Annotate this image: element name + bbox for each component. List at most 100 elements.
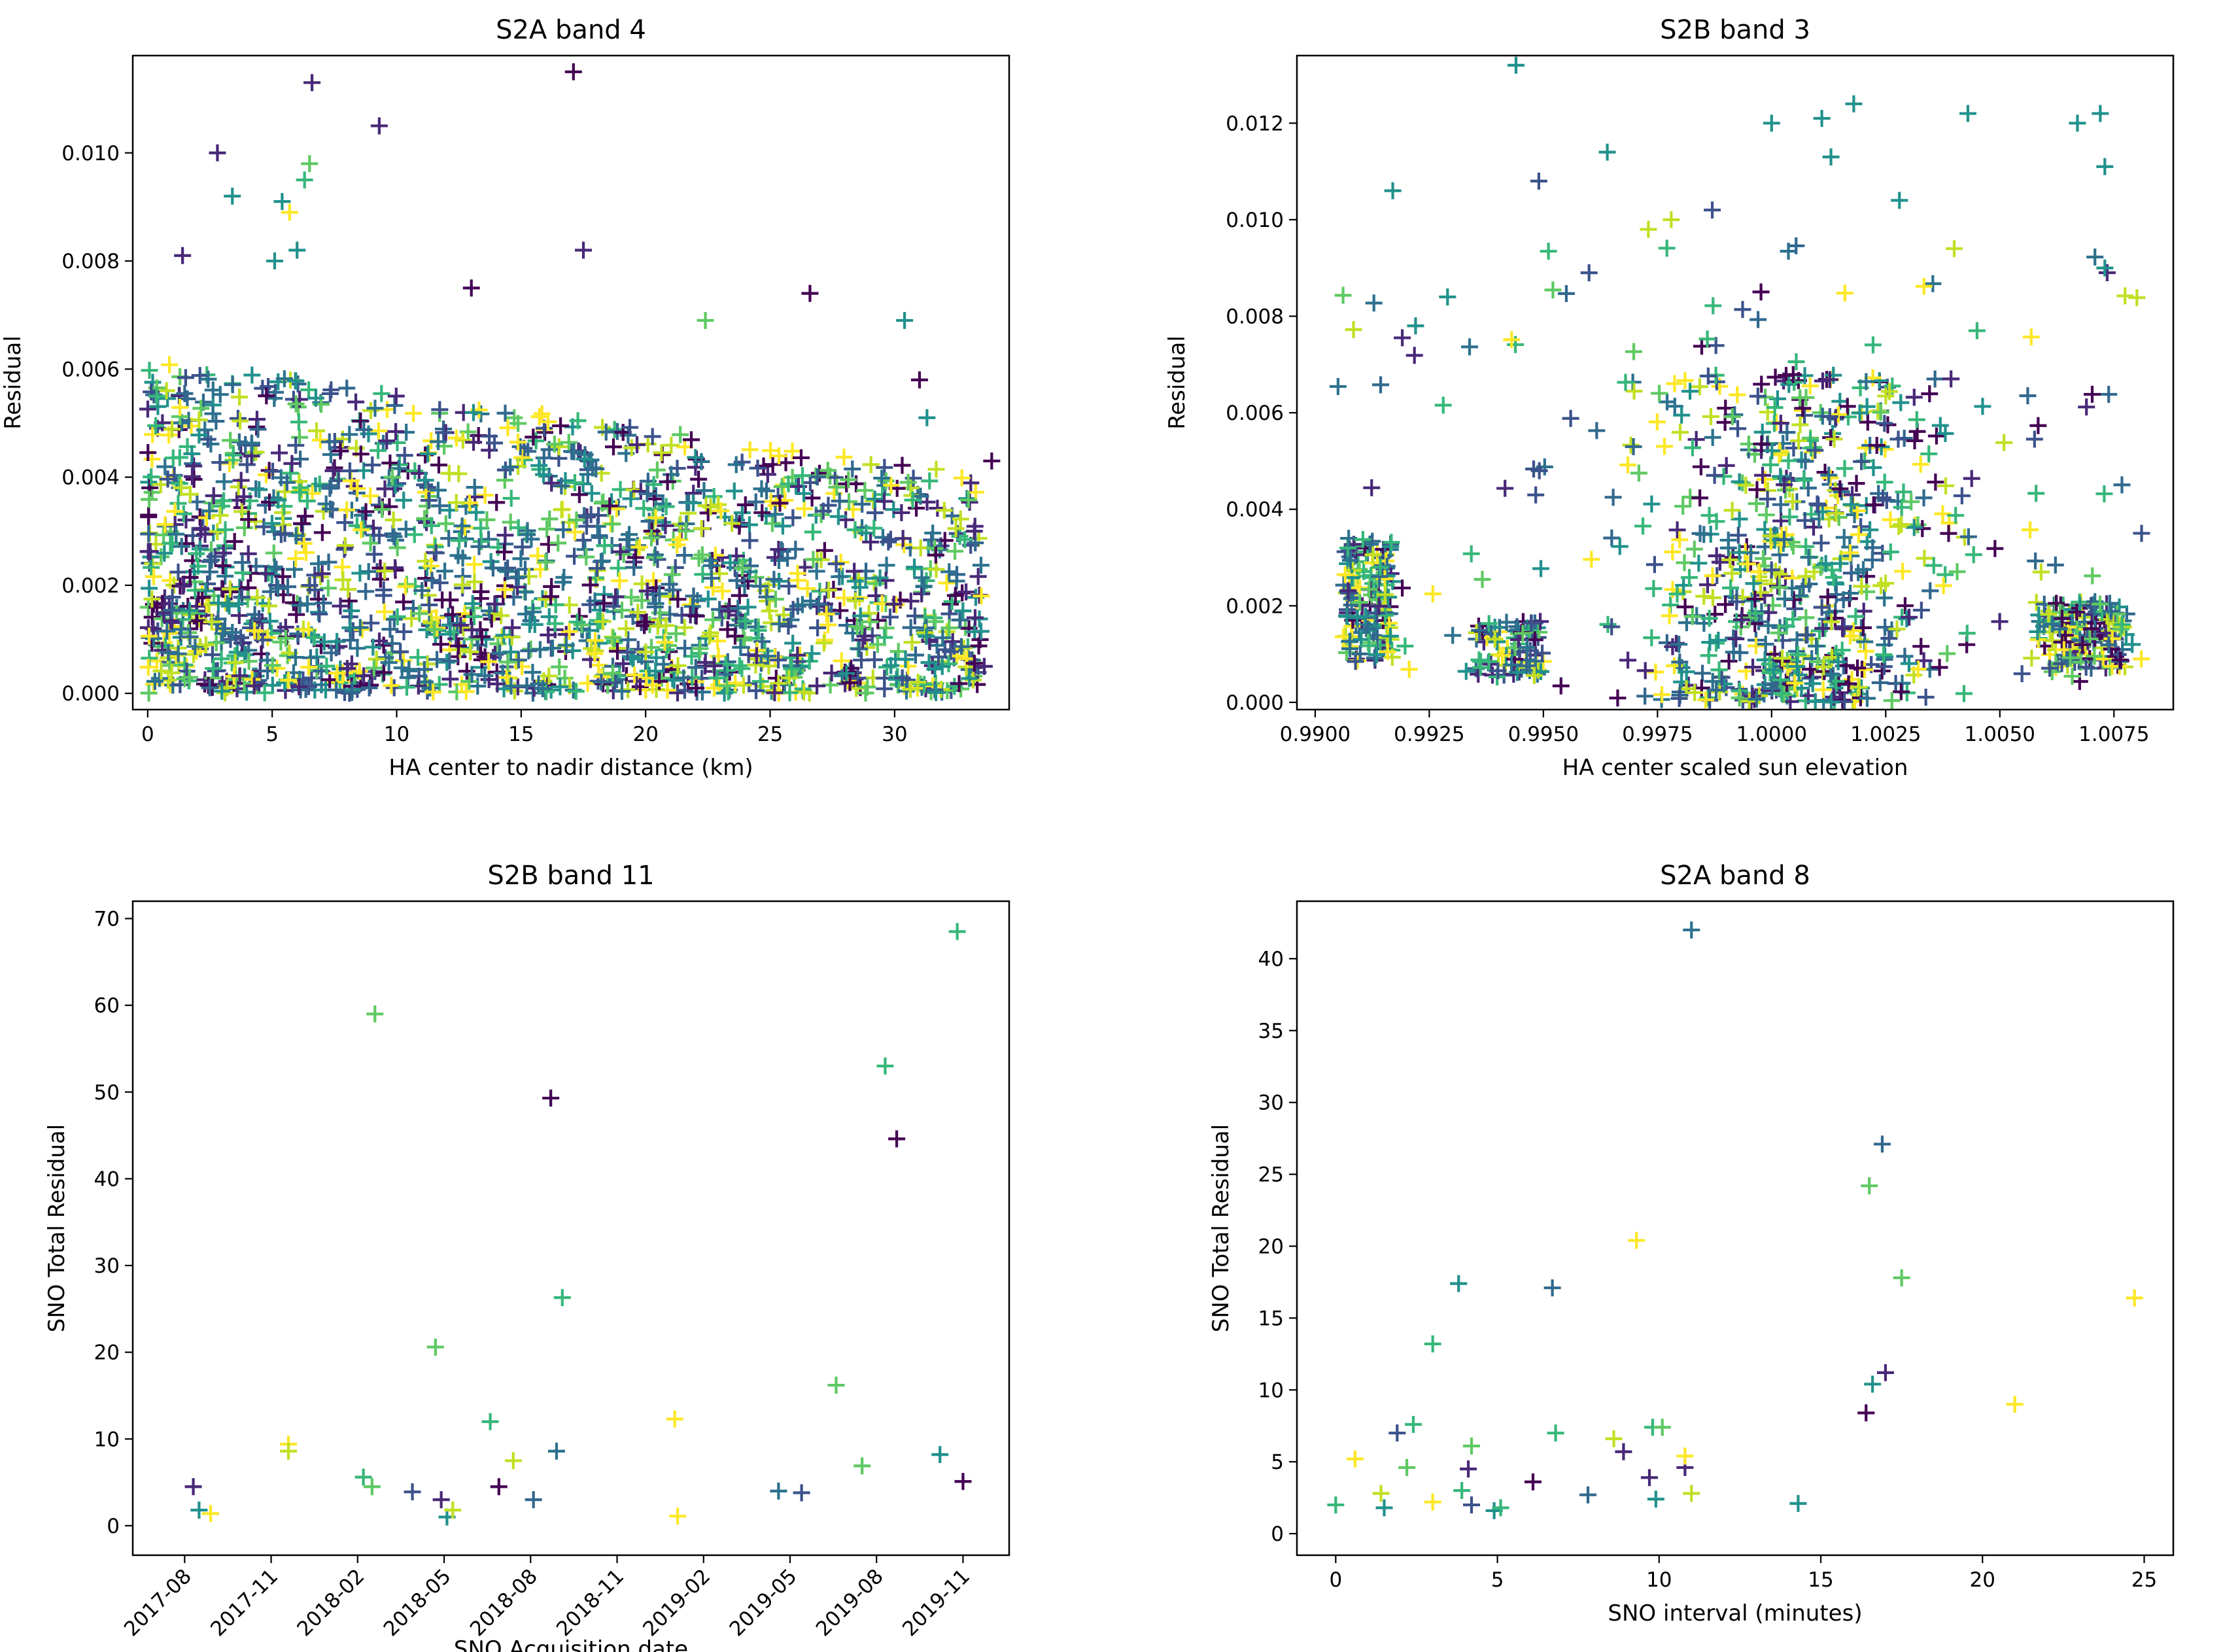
- data-point: [360, 679, 378, 697]
- data-point: [1494, 647, 1511, 664]
- data-point: [844, 460, 861, 478]
- data-point: [1845, 95, 1863, 112]
- data-point: [1937, 566, 1954, 583]
- data-point: [441, 652, 458, 670]
- data-point: [876, 1057, 894, 1075]
- data-point: [750, 621, 767, 639]
- data-point: [780, 669, 798, 687]
- data-point: [1498, 613, 1515, 631]
- data-point: [666, 1410, 683, 1428]
- data-point: [570, 486, 588, 504]
- data-point: [1906, 432, 1923, 449]
- data-point: [206, 547, 224, 565]
- data-point: [463, 621, 481, 639]
- y-tick-label: 5: [1271, 1451, 1284, 1474]
- data-point: [1339, 582, 1357, 600]
- data-point: [927, 460, 945, 478]
- data-point: [633, 592, 651, 610]
- data-point: [484, 559, 502, 577]
- data-point: [931, 1446, 949, 1464]
- data-point: [274, 568, 292, 585]
- data-point: [1753, 375, 1770, 393]
- data-point: [1625, 343, 1643, 360]
- data-point: [1959, 105, 1976, 122]
- data-point: [378, 432, 396, 450]
- data-point: [647, 681, 665, 698]
- data-point: [215, 473, 233, 490]
- data-point: [668, 536, 686, 554]
- data-point: [812, 506, 830, 523]
- markers: [184, 923, 972, 1526]
- data-point: [1846, 506, 1863, 523]
- data-point: [1872, 438, 1890, 456]
- data-point: [277, 629, 295, 647]
- data-point: [175, 505, 192, 523]
- data-point: [243, 366, 261, 384]
- data-point: [1763, 442, 1781, 460]
- data-point: [328, 664, 346, 682]
- data-point: [804, 523, 821, 541]
- data-point: [1646, 556, 1663, 574]
- data-point: [513, 538, 531, 556]
- data-point: [185, 470, 203, 488]
- data-point: [517, 605, 534, 623]
- data-point: [1360, 581, 1378, 598]
- data-point: [406, 462, 424, 480]
- data-point: [396, 447, 413, 464]
- data-point: [661, 576, 678, 593]
- data-point: [309, 555, 327, 573]
- data-point: [1457, 663, 1475, 680]
- data-point: [1822, 429, 1840, 447]
- data-point: [833, 652, 850, 670]
- data-point: [1599, 615, 1617, 633]
- data-point: [398, 678, 415, 696]
- data-point: [566, 523, 583, 541]
- data-point: [233, 553, 251, 571]
- data-point: [1505, 665, 1523, 683]
- data-point: [298, 543, 315, 561]
- data-point: [2041, 659, 2059, 677]
- data-point: [186, 638, 204, 655]
- data-point: [1825, 430, 1843, 448]
- data-point: [1453, 1482, 1471, 1500]
- axes-frame: [131, 54, 1010, 711]
- data-point: [965, 523, 983, 540]
- data-point: [209, 144, 226, 162]
- data-point: [1755, 550, 1772, 568]
- data-point: [171, 475, 188, 492]
- data-point: [973, 587, 990, 605]
- data-point: [827, 555, 845, 573]
- data-point: [885, 501, 903, 519]
- data-point: [181, 568, 199, 586]
- data-point: [293, 515, 311, 532]
- data-point: [2091, 595, 2109, 613]
- data-point: [502, 489, 520, 507]
- data-point: [224, 623, 241, 641]
- data-point: [1579, 1486, 1597, 1504]
- data-point: [1903, 493, 1920, 511]
- data-point: [881, 608, 899, 626]
- data-point: [2096, 259, 2114, 277]
- data-point: [819, 616, 837, 634]
- data-point: [1757, 635, 1774, 653]
- data-point: [810, 596, 827, 613]
- data-point: [712, 502, 730, 520]
- data-point: [544, 640, 562, 657]
- data-point: [502, 458, 519, 476]
- x-tick-label: 0: [1329, 1568, 1342, 1592]
- x-tick-label: 2019-02: [638, 1564, 715, 1641]
- x-tick-label: 10: [384, 723, 409, 746]
- data-point: [463, 666, 481, 683]
- x-axis-label: HA center scaled sun elevation: [1562, 755, 1908, 781]
- data-point: [311, 605, 328, 623]
- data-point: [1752, 283, 1770, 301]
- data-point: [308, 422, 326, 439]
- data-point: [726, 627, 744, 645]
- data-point: [341, 631, 359, 649]
- data-point: [169, 645, 187, 663]
- data-point: [1876, 441, 1894, 458]
- data-point: [341, 426, 358, 443]
- data-point: [1664, 543, 1681, 560]
- data-point: [942, 643, 959, 661]
- data-point: [156, 516, 174, 534]
